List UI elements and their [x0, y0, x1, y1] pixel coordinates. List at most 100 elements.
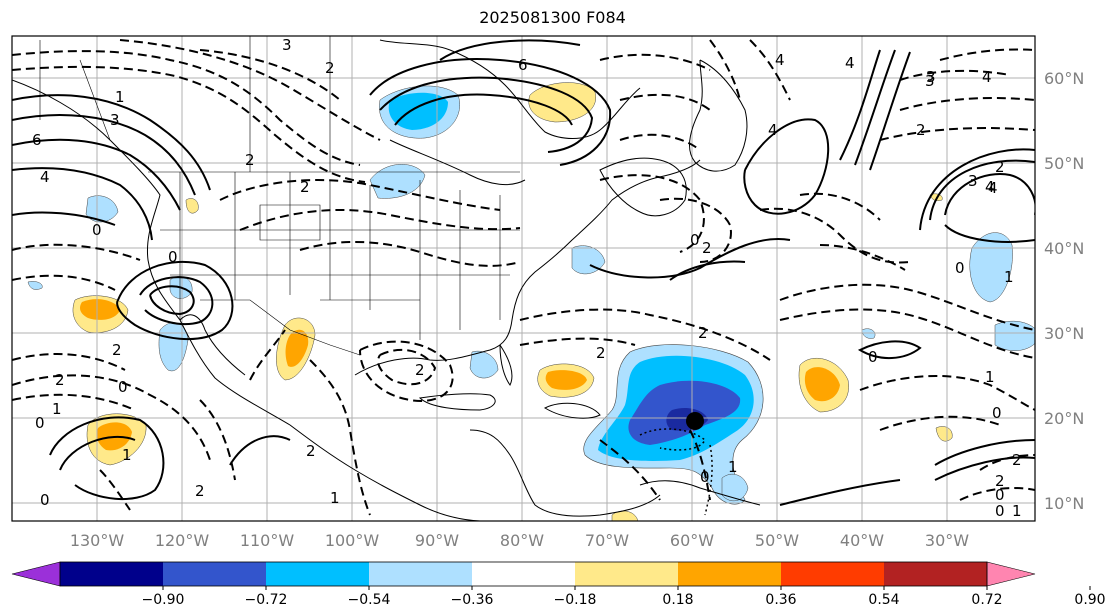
negative-anomaly-region [27, 281, 43, 290]
contour-label: 2 [596, 344, 606, 362]
latitude-labels: 60°N 50°N 40°N 30°N 20°N 10°N [1044, 69, 1084, 513]
contour-label: 2 [112, 341, 122, 359]
contour-label: 2 [306, 442, 316, 460]
lon-label: 110°W [240, 531, 295, 550]
contour-label: 1 [1012, 502, 1022, 520]
contour-label: 3 [968, 172, 978, 190]
storm-center-marker [686, 412, 704, 430]
colorbar-tick-label: −0.54 [348, 592, 391, 608]
colorbar-tick-label: −0.36 [451, 592, 494, 608]
contour-label: 0 [700, 468, 710, 486]
contour-label: 3 [110, 111, 120, 129]
contour-label: 0 [992, 404, 1002, 422]
map-title: 2025081300 F084 [479, 8, 626, 27]
negative-anomaly-region [369, 164, 426, 199]
lat-label: 50°N [1044, 154, 1084, 173]
contour-label: 2 [415, 361, 425, 379]
longitude-labels: 130°W 120°W 110°W 100°W 90°W 80°W 70°W 6… [70, 531, 969, 550]
contour-label: 0 [995, 486, 1005, 504]
lat-label: 20°N [1044, 409, 1084, 428]
colorbar: −0.90 −0.72 −0.54 −0.36 −0.18 0.18 0.36 0.54 0.7… [11, 561, 1105, 608]
contour-label: 0 [995, 502, 1005, 520]
contour-label: 0 [955, 259, 965, 277]
negative-anomaly-region [85, 195, 119, 223]
contour-label: 1 [52, 400, 62, 418]
colorbar-cell [575, 562, 679, 586]
colorbar-extend-max [986, 561, 1036, 587]
contour-label: 0 [118, 378, 128, 396]
negative-anomaly-region [388, 92, 448, 130]
map-plot-area [12, 36, 1035, 521]
contour-label: 4 [768, 121, 778, 139]
positive-anomaly-region [185, 198, 199, 214]
contour-label: 0 [868, 348, 878, 366]
lon-label: 90°W [415, 531, 459, 550]
negative-anomaly-region [969, 232, 1013, 303]
lat-label: 60°N [1044, 69, 1084, 88]
lon-label: 30°W [925, 531, 969, 550]
contour-label: 3 [925, 72, 935, 90]
negative-anomaly-region [861, 328, 876, 339]
contour-label: 4 [988, 179, 998, 197]
map-frame [11, 35, 1036, 522]
contour-label: 2 [698, 324, 708, 342]
contour-label: 2 [325, 59, 335, 77]
colorbar-tick-label: 0.36 [765, 592, 796, 608]
negative-anomaly-region [721, 473, 749, 502]
contour-label: 6 [32, 131, 42, 149]
lon-label: 60°W [670, 531, 714, 550]
coastlines [12, 39, 761, 521]
colorbar-cell [60, 562, 164, 586]
contour-label: 0 [35, 414, 45, 432]
colorbar-tick-label: 0.90 [1074, 592, 1105, 608]
contour-label: 4 [775, 51, 785, 69]
colorbar-extend-min [11, 561, 61, 587]
contour-label: 4 [985, 178, 995, 196]
contour-label: 1 [985, 368, 995, 386]
colorbar-tick-label: −0.72 [245, 592, 288, 608]
positive-anomaly-region [804, 367, 840, 402]
contour-label: 0 [168, 248, 178, 266]
colorbar-cell [472, 562, 576, 586]
contour-label: 2 [916, 121, 926, 139]
contour-label: 4 [845, 54, 855, 72]
positive-anomaly-region [80, 299, 120, 320]
lon-label: 120°W [155, 531, 210, 550]
lon-label: 100°W [325, 531, 380, 550]
contour-label: 0 [92, 221, 102, 239]
colorbar-tick-label: 0.72 [971, 592, 1002, 608]
positive-anomaly-region [935, 426, 953, 442]
contour-label: 1 [1004, 268, 1014, 286]
contour-label: 0 [40, 491, 50, 509]
contour-label: 2 [300, 178, 310, 196]
lon-label: 40°W [840, 531, 884, 550]
colorbar-cell [781, 562, 885, 586]
lon-label: 50°W [755, 531, 799, 550]
colorbar-cell [884, 562, 988, 586]
dashed-contours [12, 39, 1035, 516]
contour-label: 2 [1012, 451, 1022, 469]
lat-label: 30°N [1044, 324, 1084, 343]
lon-label: 130°W [70, 531, 125, 550]
colorbar-cell [678, 562, 782, 586]
contour-label: 2 [702, 239, 712, 257]
contour-label: 6 [518, 56, 528, 74]
contour-label: 1 [122, 446, 132, 464]
positive-anomaly-region [545, 370, 587, 390]
positive-anomaly-region [285, 329, 309, 367]
contour-label: 1 [330, 489, 340, 507]
solid-contours [12, 39, 1035, 506]
contour-labels: 1 3 2 6 4 0 2 3 0 2 6 4 2 4 3 2 0 4 2 3 … [32, 36, 1022, 520]
lon-label: 70°W [585, 531, 629, 550]
lat-label: 10°N [1044, 494, 1084, 513]
contour-label: 2 [195, 482, 205, 500]
contour-label: 4 [982, 68, 992, 86]
contour-label: 3 [926, 68, 936, 86]
contour-label: 2 [995, 158, 1005, 176]
contour-label: 4 [40, 168, 50, 186]
contour-label: 1 [115, 88, 125, 106]
colorbar-tick-label: −0.90 [142, 592, 185, 608]
contour-label: 0 [690, 231, 700, 249]
colorbar-tick-label: 0.18 [662, 592, 693, 608]
